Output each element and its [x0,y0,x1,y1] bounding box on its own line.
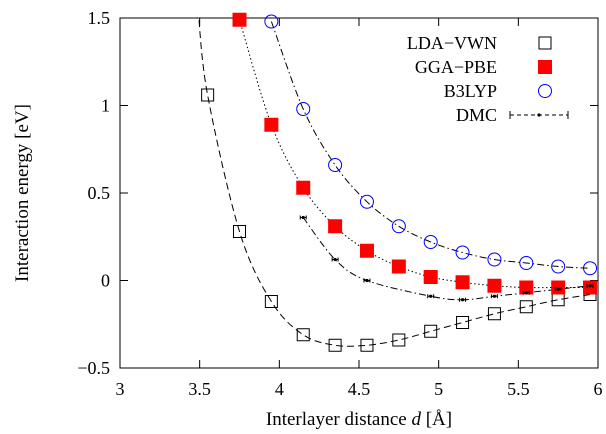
tick-marks [119,17,599,369]
data-point [264,295,278,308]
x-axis-label-variable: d [411,409,421,430]
data-point [233,225,246,238]
data-point [551,259,566,274]
x-tick-labels: 3 3.5 4 4.5 5 5.5 6 [116,379,603,399]
series-curve [270,21,591,269]
data-point [460,298,465,302]
x-axis-label-part: Interlayer distance [266,409,412,430]
data-point [551,280,566,295]
data-point [328,219,343,234]
y-tick-label: −0.5 [77,358,110,378]
x-tick-label: 6 [594,379,603,399]
data-point [365,278,369,283]
legend-entry-label: LDA−VWN [407,33,497,53]
data-point [429,294,433,298]
y-tick-label: 0 [101,271,110,291]
legend-marker [537,113,541,117]
data-point [333,257,337,262]
data-point [519,300,533,314]
data-point [538,84,552,98]
data-point [201,88,215,102]
data-point [359,194,374,209]
data-point [455,245,470,260]
x-axis-label: Interlayer distance d [Å] [266,409,452,430]
data-point [487,278,502,293]
series-markers [201,12,598,352]
x-tick-label: 4.5 [348,379,371,399]
data-point [359,243,374,258]
data-point [328,158,343,172]
data-point [583,261,598,276]
data-point [391,259,406,274]
data-point [264,14,279,29]
data-point [556,287,560,291]
data-point [232,12,247,27]
data-point [487,252,502,267]
data-point [455,275,470,290]
series-open-circle [264,14,598,276]
data-point [424,324,438,338]
data-point [423,270,438,284]
data-point [296,328,310,342]
legend-entry-label: DMC [456,105,497,125]
data-point [296,180,311,195]
legend-entry-label: GGA−PBE [415,57,497,77]
x-axis-label-part: [Å] [421,409,452,430]
legend: LDA−VWN GGA−PBE B3LYP DMC [407,33,569,125]
y-tick-labels: −0.5 0 0.5 1 1.5 [77,8,110,378]
data-point [296,102,311,116]
data-point [588,284,592,288]
data-point [456,316,470,329]
data-point [551,293,565,307]
x-tick-label: 3.5 [188,379,211,399]
series-curve [198,18,591,347]
data-point [492,294,497,298]
series-curves [198,18,591,347]
series-errorbar [299,215,594,302]
data-point [583,280,598,295]
x-tick-label: 3 [116,379,125,399]
data-point [360,338,374,352]
series-filled-square [232,12,598,295]
data-point [264,117,279,132]
data-point [524,291,528,295]
series-open-square [201,88,597,352]
y-tick-label: 1.5 [88,8,111,28]
data-point [423,235,438,249]
data-point [538,36,552,50]
data-point [328,338,342,352]
x-tick-label: 5 [434,379,443,399]
legend-entry-label: B3LYP [444,81,497,101]
x-tick-label: 4 [275,379,284,399]
y-tick-label: 1 [101,96,110,116]
x-tick-label: 5.5 [507,379,530,399]
y-tick-label: 0.5 [88,183,111,203]
data-point [391,219,406,234]
data-point [519,256,534,270]
data-point [301,215,305,220]
data-point [392,333,406,347]
y-axis-label: Interaction energy [eV] [12,104,33,282]
plot-area [119,17,599,369]
data-point [487,307,501,321]
data-point [538,60,552,74]
